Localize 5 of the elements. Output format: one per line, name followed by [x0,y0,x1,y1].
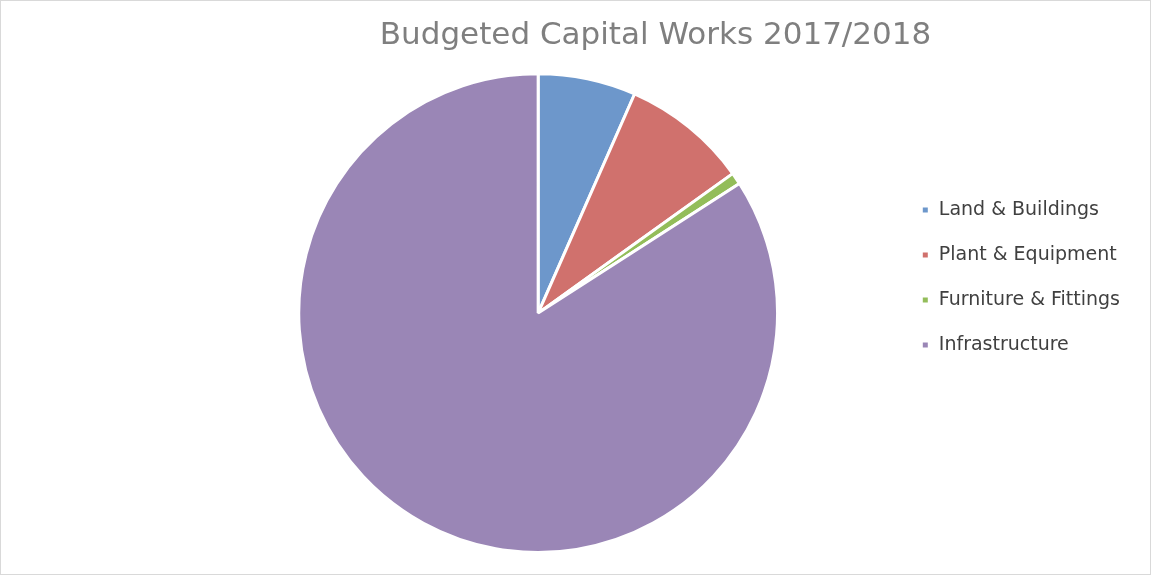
legend-label: Land & Buildings [938,196,1099,219]
legend-label: Infrastructure [938,331,1069,354]
chart-title: Budgeted Capital Works 2017/2018 [379,14,932,51]
legend-label: Furniture & Fittings [938,286,1121,309]
legend-label: Plant & Equipment [938,241,1117,264]
